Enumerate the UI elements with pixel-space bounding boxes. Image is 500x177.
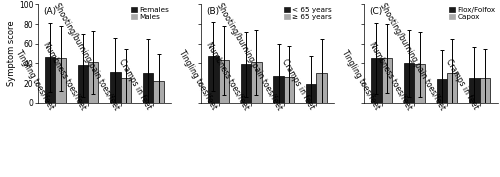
Bar [120, 78, 131, 103]
Bar [404, 63, 414, 103]
Bar [241, 64, 251, 103]
Bar [154, 81, 164, 103]
Bar [274, 76, 284, 103]
Bar [78, 65, 88, 103]
Bar [251, 62, 262, 103]
Text: (B): (B) [206, 7, 219, 16]
Bar [208, 56, 218, 103]
Bar [372, 58, 382, 103]
Bar [436, 79, 447, 103]
Bar [447, 73, 458, 103]
Bar [56, 58, 66, 103]
Bar [316, 73, 327, 103]
Y-axis label: Symptom score: Symptom score [7, 21, 16, 86]
Legend: Flox/Folfox, Capox: Flox/Folfox, Capox [448, 6, 496, 21]
Bar [306, 84, 316, 103]
Bar [469, 78, 480, 103]
Bar [45, 58, 56, 103]
Bar [382, 58, 392, 103]
Bar [143, 73, 154, 103]
Legend: Females, Males: Females, Males [130, 6, 170, 21]
Bar [480, 78, 490, 103]
Bar [218, 60, 229, 103]
Legend: < 65 years, ≥ 65 years: < 65 years, ≥ 65 years [283, 6, 333, 21]
Text: (C): (C) [369, 7, 382, 16]
Bar [414, 64, 425, 103]
Bar [88, 62, 99, 103]
Bar [284, 77, 294, 103]
Text: (A): (A) [43, 7, 56, 16]
Bar [110, 72, 120, 103]
